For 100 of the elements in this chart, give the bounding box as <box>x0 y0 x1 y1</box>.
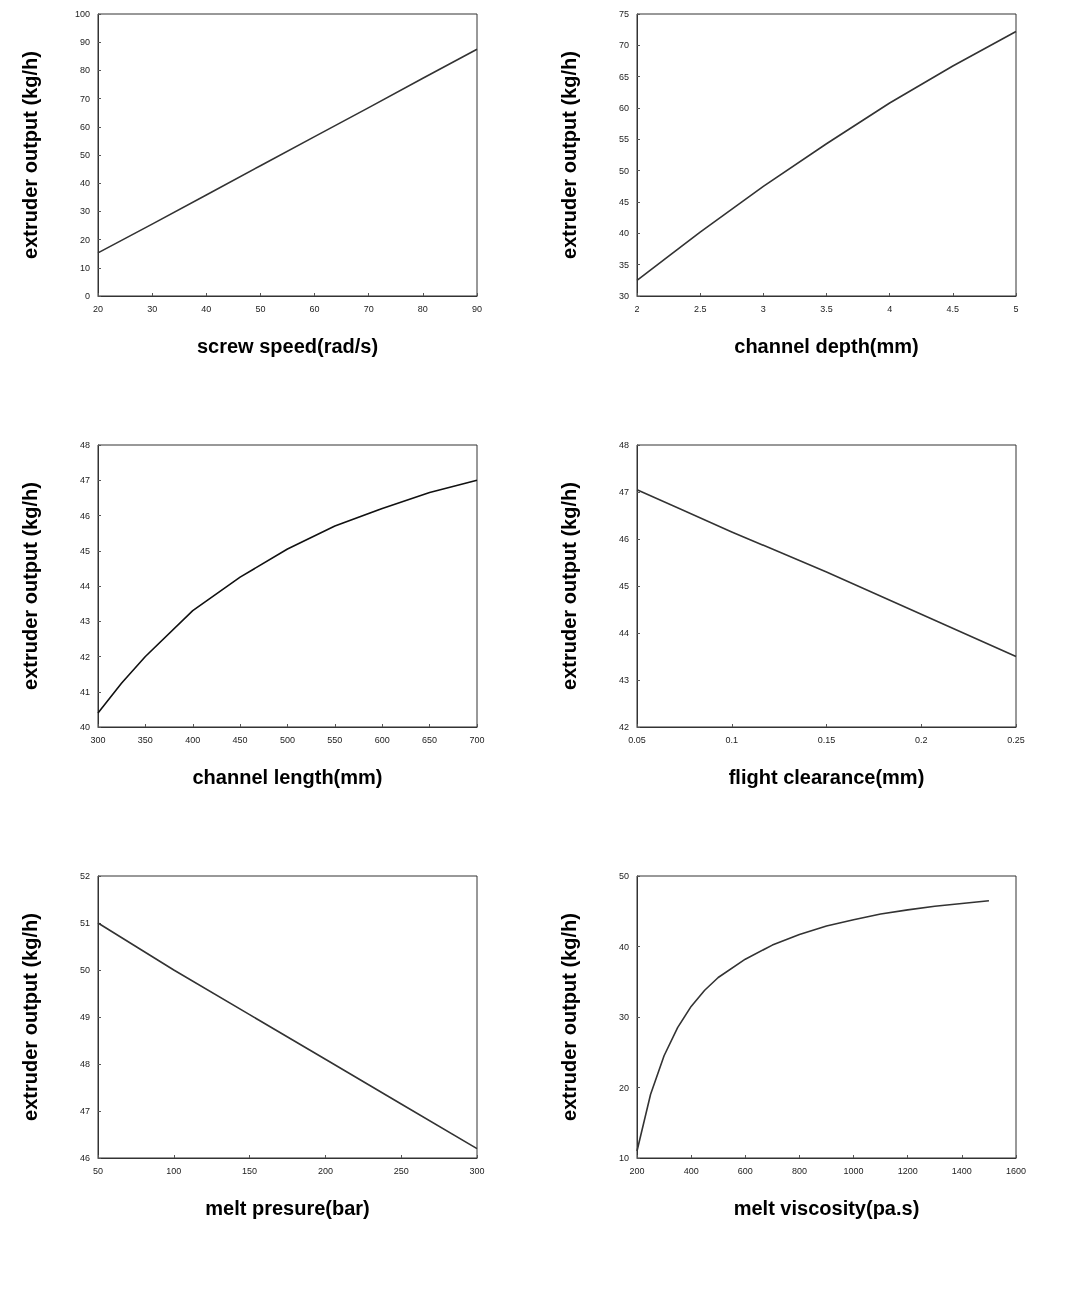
y-axis-title: extruder output (kg/h) <box>558 482 580 690</box>
y-tick-label: 44 <box>79 581 90 591</box>
x-tick-label: 0.1 <box>725 734 739 745</box>
y-axis-title: extruder output (kg/h) <box>19 913 41 1121</box>
x-tick-label: 2 <box>634 303 640 314</box>
x-tick-label: 80 <box>417 303 428 314</box>
x-axis-title: channel length(mm) <box>192 766 383 788</box>
y-tick-label: 60 <box>79 121 90 132</box>
y-tick-label: 45 <box>618 581 629 591</box>
x-tick-label: 90 <box>471 303 483 314</box>
x-tick-label: 3.5 <box>820 303 833 314</box>
y-tick-label: 55 <box>618 134 629 145</box>
x-tick-label: 250 <box>393 1165 409 1176</box>
y-tick-label: 50 <box>618 871 629 881</box>
y-tick-label: 35 <box>618 259 629 270</box>
y-tick-label: 20 <box>618 1082 629 1093</box>
x-tick-label: 350 <box>137 734 153 745</box>
y-tick-label: 0 <box>84 291 90 301</box>
x-axis-title: channel depth(mm) <box>734 335 919 357</box>
x-tick-label: 800 <box>791 1165 807 1176</box>
y-tick-label: 20 <box>79 234 90 245</box>
y-tick-label: 40 <box>618 941 629 952</box>
x-axis-title: flight clearance(mm) <box>728 766 925 788</box>
y-tick-label: 48 <box>618 440 629 450</box>
y-tick-label: 52 <box>79 871 90 881</box>
x-tick-label: 600 <box>374 734 390 745</box>
x-axis-title: melt presure(bar) <box>205 1197 370 1219</box>
x-tick-label: 150 <box>242 1165 258 1176</box>
y-axis-title: extruder output (kg/h) <box>19 51 41 259</box>
y-tick-label: 50 <box>618 165 629 176</box>
y-tick-label: 30 <box>618 291 629 301</box>
x-tick-label: 30 <box>147 303 158 314</box>
y-tick-label: 75 <box>618 9 629 19</box>
y-tick-label: 30 <box>618 1012 629 1022</box>
y-tick-label: 47 <box>79 475 90 486</box>
x-tick-label: 0.25 <box>1007 734 1025 745</box>
y-tick-label: 100 <box>74 9 90 19</box>
y-axis-title: extruder output (kg/h) <box>19 482 41 690</box>
x-tick-label: 100 <box>166 1165 182 1176</box>
x-tick-label: 1600 <box>1005 1165 1027 1176</box>
x-tick-label: 5 <box>1013 303 1019 314</box>
x-tick-label: 1000 <box>843 1165 864 1176</box>
x-tick-label: 50 <box>255 303 266 314</box>
x-tick-label: 600 <box>737 1165 753 1176</box>
y-tick-label: 48 <box>79 440 90 450</box>
x-tick-label: 20 <box>92 303 104 314</box>
x-tick-label: 700 <box>469 734 485 745</box>
x-tick-label: 4.5 <box>946 303 960 314</box>
y-tick-label: 65 <box>618 71 629 82</box>
x-tick-label: 450 <box>232 734 248 745</box>
y-tick-label: 50 <box>79 965 90 975</box>
y-tick-label: 48 <box>79 1059 90 1069</box>
y-tick-label: 43 <box>618 675 629 685</box>
x-tick-label: 40 <box>201 303 212 314</box>
x-tick-label: 500 <box>279 734 296 745</box>
y-tick-label: 40 <box>79 178 90 189</box>
y-tick-label: 42 <box>618 722 629 732</box>
x-tick-label: 4 <box>887 303 893 314</box>
y-tick-label: 46 <box>79 1153 90 1163</box>
y-tick-label: 10 <box>79 262 90 273</box>
y-tick-label: 45 <box>618 197 629 207</box>
line-series <box>97 479 478 714</box>
x-axis-title: screw speed(rad/s) <box>196 335 379 357</box>
x-tick-label: 70 <box>363 303 374 314</box>
y-tick-label: 46 <box>618 534 629 544</box>
x-tick-label: 1200 <box>897 1165 918 1176</box>
x-tick-label: 300 <box>469 1165 485 1176</box>
y-tick-label: 30 <box>79 206 90 217</box>
y-tick-label: 44 <box>618 628 629 638</box>
x-tick-label: 650 <box>422 734 438 745</box>
x-tick-label: 50 <box>92 1165 104 1176</box>
y-tick-label: 60 <box>618 103 629 113</box>
x-tick-label: 400 <box>185 734 201 745</box>
y-tick-label: 46 <box>79 510 90 521</box>
y-tick-label: 49 <box>79 1012 90 1022</box>
y-tick-label: 40 <box>79 722 90 732</box>
x-tick-label: 550 <box>327 734 343 745</box>
y-axis-title: extruder output (kg/h) <box>558 51 580 259</box>
y-tick-label: 42 <box>79 651 90 662</box>
y-tick-label: 41 <box>79 686 90 697</box>
y-axis-title: extruder output (kg/h) <box>558 913 580 1121</box>
x-tick-label: 200 <box>317 1165 333 1176</box>
x-tick-label: 3 <box>760 303 766 314</box>
x-tick-label: 1400 <box>951 1165 972 1176</box>
x-tick-label: 60 <box>309 303 320 314</box>
x-tick-label: 2.5 <box>693 303 707 314</box>
y-tick-label: 45 <box>79 545 90 556</box>
x-tick-label: 200 <box>629 1165 645 1176</box>
y-tick-label: 47 <box>79 1106 90 1116</box>
y-tick-label: 70 <box>618 40 629 51</box>
y-tick-label: 47 <box>618 487 629 497</box>
y-tick-label: 51 <box>79 918 90 928</box>
y-tick-label: 70 <box>79 93 90 104</box>
y-tick-label: 43 <box>79 616 90 627</box>
y-tick-label: 80 <box>79 65 90 76</box>
y-tick-label: 50 <box>79 150 90 160</box>
x-tick-label: 0.15 <box>817 734 836 745</box>
y-tick-label: 40 <box>618 228 629 239</box>
x-axis-title: melt viscosity(pa.s) <box>733 1197 920 1219</box>
y-tick-label: 10 <box>618 1153 629 1163</box>
